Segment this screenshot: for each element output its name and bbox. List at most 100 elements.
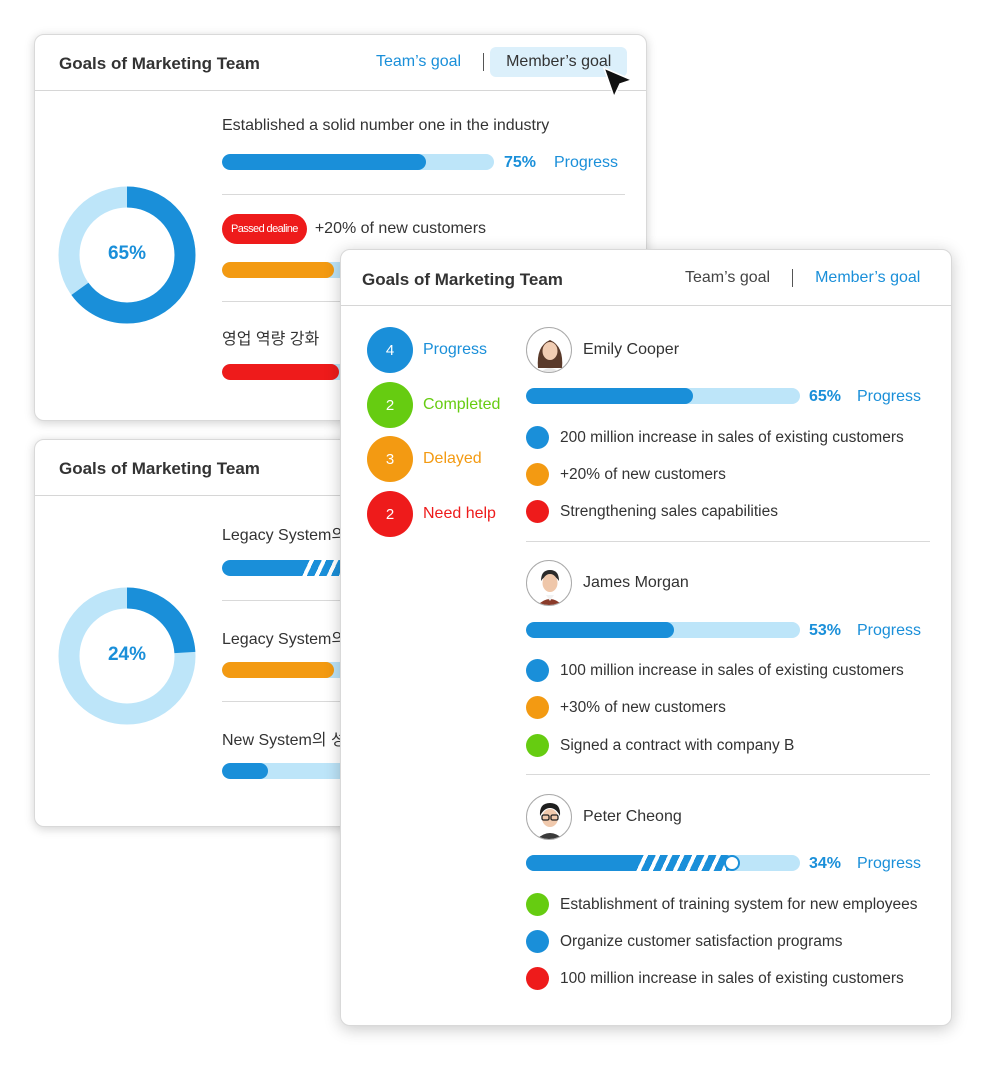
status-dot bbox=[526, 500, 549, 523]
delayed-count: 3 bbox=[367, 436, 413, 482]
progress-label: Progress bbox=[423, 341, 488, 358]
goal-item[interactable]: 영업 역량 강화 bbox=[222, 325, 319, 349]
goal-progress-fill bbox=[222, 262, 334, 278]
passed-deadline-badge: Passed dealine bbox=[222, 214, 307, 244]
card-header: Goals of Marketing Team Team’s goal Memb… bbox=[341, 250, 951, 306]
goal-text: 200 million increase in sales of existin… bbox=[560, 428, 904, 446]
overall-percent: 65% bbox=[107, 243, 147, 264]
member-name: Peter Cheong bbox=[583, 808, 682, 825]
goal-list-item[interactable]: Strengthening sales capabilities bbox=[526, 500, 778, 523]
avatar bbox=[526, 560, 572, 606]
progress-slider-handle[interactable] bbox=[724, 855, 740, 871]
member-progress-fill bbox=[526, 622, 674, 638]
status-dot bbox=[526, 463, 549, 486]
goal-text: Strengthening sales capabilities bbox=[560, 502, 778, 520]
member-divider bbox=[526, 774, 930, 775]
goal-text: Signed a contract with company B bbox=[560, 736, 795, 754]
status-counter-need-help[interactable]: 2 Need help bbox=[367, 491, 496, 537]
status-dot bbox=[526, 734, 549, 757]
member-status: Progress bbox=[857, 855, 922, 872]
member-progress-bar bbox=[526, 388, 800, 404]
striped-segment bbox=[636, 855, 726, 871]
member-percent: 34% bbox=[809, 855, 842, 872]
card-header: Goals of Marketing Team Team’s goal Memb… bbox=[35, 35, 646, 91]
goal-text: Legacy System의 bbox=[222, 631, 347, 648]
avatar bbox=[526, 327, 572, 373]
status-dot bbox=[526, 426, 549, 449]
goal-percent: 75% bbox=[504, 154, 537, 171]
goal-item[interactable]: Passed dealine +20% of new customers bbox=[222, 214, 486, 244]
member-percent: 65% bbox=[809, 388, 842, 405]
goal-status: Progress bbox=[554, 154, 619, 171]
goal-tabs: Team’s goal Member’s goal bbox=[360, 47, 628, 77]
status-dot bbox=[526, 659, 549, 682]
goal-divider bbox=[222, 194, 625, 195]
status-dot bbox=[526, 930, 549, 953]
tab-teams-goal[interactable]: Team’s goal bbox=[376, 53, 462, 70]
goal-list-item[interactable]: +20% of new customers bbox=[526, 463, 726, 486]
goal-text: 영업 역량 강화 bbox=[222, 331, 320, 348]
goal-text: Established a solid number one in the in… bbox=[222, 117, 550, 134]
delayed-label: Delayed bbox=[423, 450, 482, 467]
goal-progress-bar bbox=[222, 154, 494, 170]
member-divider bbox=[526, 541, 930, 542]
avatar bbox=[526, 794, 572, 840]
overall-percent: 24% bbox=[107, 644, 147, 665]
member-status: Progress bbox=[857, 388, 922, 405]
member-header[interactable]: James Morgan bbox=[526, 560, 689, 606]
member-progress-bar bbox=[526, 855, 800, 871]
tab-separator bbox=[792, 269, 794, 287]
tab-teams-goal[interactable]: Team’s goal bbox=[685, 269, 771, 286]
goal-progress-fill bbox=[222, 662, 334, 678]
goal-text: 100 million increase in sales of existin… bbox=[560, 661, 904, 679]
completed-count: 2 bbox=[367, 382, 413, 428]
goal-list-item[interactable]: Organize customer satisfaction programs bbox=[526, 930, 843, 953]
card-title: Goals of Marketing Team bbox=[59, 54, 260, 73]
need-help-count: 2 bbox=[367, 491, 413, 537]
status-dot bbox=[526, 696, 549, 719]
card-title: Goals of Marketing Team bbox=[59, 459, 260, 478]
donut-progress-arc bbox=[58, 587, 196, 725]
goal-item[interactable]: New System의 성 bbox=[222, 726, 346, 750]
member-name: Emily Cooper bbox=[583, 341, 680, 358]
goal-list-item[interactable]: 100 million increase in sales of existin… bbox=[526, 967, 904, 990]
member-header[interactable]: Emily Cooper bbox=[526, 327, 679, 373]
goal-tabs: Team’s goal Member’s goal bbox=[669, 263, 936, 293]
member-percent: 53% bbox=[809, 622, 842, 639]
member-progress-fill bbox=[526, 388, 694, 404]
member-header[interactable]: Peter Cheong bbox=[526, 794, 682, 840]
goal-text: 100 million increase in sales of existin… bbox=[560, 969, 904, 987]
member-progress-bar bbox=[526, 622, 800, 638]
striped-segment bbox=[302, 560, 342, 576]
progress-count: 4 bbox=[367, 327, 413, 373]
member-name: James Morgan bbox=[583, 574, 689, 591]
status-counter-progress[interactable]: 4 Progress bbox=[367, 327, 487, 373]
goal-list-item[interactable]: +30% of new customers bbox=[526, 696, 726, 719]
goal-progress-fill bbox=[222, 763, 269, 779]
goal-item[interactable]: Legacy System의 bbox=[222, 521, 346, 545]
status-counter-completed[interactable]: 2 Completed bbox=[367, 382, 500, 428]
goal-item[interactable]: Legacy System의 bbox=[222, 625, 346, 649]
goal-item[interactable]: Established a solid number one in the in… bbox=[222, 117, 632, 177]
goal-text: +20% of new customers bbox=[314, 220, 487, 237]
completed-label: Completed bbox=[423, 396, 501, 413]
tab-members-goal[interactable]: Member’s goal bbox=[490, 47, 628, 77]
need-help-label: Need help bbox=[423, 505, 496, 522]
tab-members-goal[interactable]: Member’s goal bbox=[815, 269, 921, 286]
goal-progress-fill bbox=[222, 364, 339, 380]
goal-list-item[interactable]: Signed a contract with company B bbox=[526, 734, 794, 757]
status-counter-delayed[interactable]: 3 Delayed bbox=[367, 436, 482, 482]
goal-list-item[interactable]: 100 million increase in sales of existin… bbox=[526, 659, 904, 682]
goal-list-item[interactable]: 200 million increase in sales of existin… bbox=[526, 426, 904, 449]
goal-text: Establishment of training system for new… bbox=[560, 895, 918, 913]
goal-text: +30% of new customers bbox=[560, 698, 726, 716]
goal-text: Organize customer satisfaction programs bbox=[560, 932, 843, 950]
overall-progress-donut: 24% bbox=[58, 587, 196, 725]
tab-separator bbox=[483, 53, 485, 71]
goal-text: +20% of new customers bbox=[560, 465, 726, 483]
goal-progress-fill bbox=[222, 154, 426, 170]
donut-progress-arc bbox=[58, 186, 196, 324]
status-dot bbox=[526, 893, 549, 916]
overall-progress-donut: 65% bbox=[58, 186, 196, 324]
goal-list-item[interactable]: Establishment of training system for new… bbox=[526, 893, 918, 916]
